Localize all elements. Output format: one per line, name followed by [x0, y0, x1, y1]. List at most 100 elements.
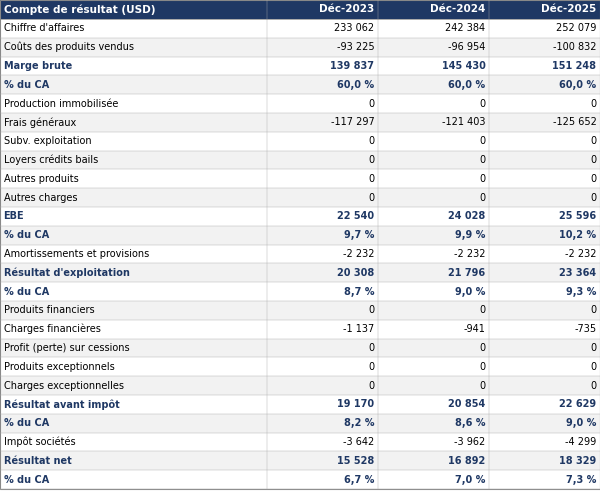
- Text: 8,2 %: 8,2 %: [344, 418, 374, 428]
- FancyBboxPatch shape: [0, 376, 600, 395]
- Text: 0: 0: [479, 343, 485, 353]
- Text: 0: 0: [368, 155, 374, 165]
- Text: -125 652: -125 652: [553, 118, 596, 127]
- Text: 0: 0: [590, 381, 596, 391]
- Text: -1 137: -1 137: [343, 324, 374, 334]
- Text: Compte de résultat (USD): Compte de résultat (USD): [4, 4, 155, 15]
- FancyBboxPatch shape: [0, 188, 600, 207]
- Text: 0: 0: [479, 306, 485, 315]
- FancyBboxPatch shape: [0, 470, 600, 489]
- Text: Déc-2023: Déc-2023: [319, 4, 374, 14]
- Text: 9,7 %: 9,7 %: [344, 230, 374, 240]
- FancyBboxPatch shape: [0, 226, 600, 245]
- Text: 23 364: 23 364: [559, 268, 596, 278]
- Text: 60,0 %: 60,0 %: [559, 80, 596, 90]
- Text: 145 430: 145 430: [442, 61, 485, 71]
- Text: 25 596: 25 596: [559, 212, 596, 221]
- Text: Déc-2024: Déc-2024: [430, 4, 485, 14]
- Text: Résultat net: Résultat net: [4, 456, 71, 466]
- Text: 0: 0: [479, 155, 485, 165]
- Text: 0: 0: [368, 192, 374, 203]
- Text: 0: 0: [368, 381, 374, 391]
- FancyBboxPatch shape: [0, 451, 600, 470]
- Text: -3 642: -3 642: [343, 437, 374, 447]
- Text: 0: 0: [590, 192, 596, 203]
- Text: Frais généraux: Frais généraux: [4, 117, 76, 127]
- Text: 0: 0: [590, 98, 596, 109]
- FancyBboxPatch shape: [0, 75, 600, 94]
- Text: 9,3 %: 9,3 %: [566, 287, 596, 297]
- FancyBboxPatch shape: [0, 414, 600, 432]
- Text: EBE: EBE: [4, 212, 24, 221]
- Text: Déc-2025: Déc-2025: [541, 4, 596, 14]
- Text: 0: 0: [590, 306, 596, 315]
- Text: 0: 0: [368, 98, 374, 109]
- Text: 0: 0: [479, 98, 485, 109]
- Text: 0: 0: [590, 155, 596, 165]
- Text: -100 832: -100 832: [553, 42, 596, 52]
- FancyBboxPatch shape: [0, 57, 600, 75]
- Text: 20 854: 20 854: [448, 400, 485, 409]
- Text: 0: 0: [479, 136, 485, 146]
- Text: 9,0 %: 9,0 %: [566, 418, 596, 428]
- Text: % du CA: % du CA: [4, 475, 49, 485]
- Text: % du CA: % du CA: [4, 80, 49, 90]
- FancyBboxPatch shape: [0, 245, 600, 263]
- Text: 0: 0: [479, 362, 485, 372]
- Text: 0: 0: [368, 306, 374, 315]
- Text: 6,7 %: 6,7 %: [344, 475, 374, 485]
- FancyBboxPatch shape: [0, 19, 600, 38]
- Text: 0: 0: [368, 343, 374, 353]
- Text: Produits exceptionnels: Produits exceptionnels: [4, 362, 115, 372]
- FancyBboxPatch shape: [0, 395, 600, 414]
- Text: 8,7 %: 8,7 %: [344, 287, 374, 297]
- Text: 7,0 %: 7,0 %: [455, 475, 485, 485]
- Text: Autres charges: Autres charges: [4, 192, 77, 203]
- Text: 0: 0: [368, 174, 374, 184]
- Text: -941: -941: [464, 324, 485, 334]
- FancyBboxPatch shape: [0, 301, 600, 320]
- Text: 0: 0: [590, 174, 596, 184]
- Text: Marge brute: Marge brute: [4, 61, 72, 71]
- Text: Résultat avant impôt: Résultat avant impôt: [4, 399, 119, 410]
- FancyBboxPatch shape: [0, 38, 600, 57]
- Text: 10,2 %: 10,2 %: [559, 230, 596, 240]
- Text: 0: 0: [479, 174, 485, 184]
- Text: Charges financières: Charges financières: [4, 324, 100, 335]
- Text: -93 225: -93 225: [337, 42, 374, 52]
- Text: Impôt sociétés: Impôt sociétés: [4, 437, 75, 447]
- FancyBboxPatch shape: [0, 432, 600, 451]
- Text: 22 540: 22 540: [337, 212, 374, 221]
- Text: Amortissements et provisions: Amortissements et provisions: [4, 249, 149, 259]
- Text: Profit (perte) sur cessions: Profit (perte) sur cessions: [4, 343, 129, 353]
- Text: 0: 0: [590, 136, 596, 146]
- Text: 16 892: 16 892: [448, 456, 485, 466]
- FancyBboxPatch shape: [0, 357, 600, 376]
- Text: 0: 0: [479, 192, 485, 203]
- Text: 8,6 %: 8,6 %: [455, 418, 485, 428]
- Text: 9,9 %: 9,9 %: [455, 230, 485, 240]
- Text: 0: 0: [590, 343, 596, 353]
- Text: 15 528: 15 528: [337, 456, 374, 466]
- FancyBboxPatch shape: [0, 113, 600, 132]
- Text: 7,3 %: 7,3 %: [566, 475, 596, 485]
- Text: -121 403: -121 403: [442, 118, 485, 127]
- Text: -2 232: -2 232: [343, 249, 374, 259]
- Text: 21 796: 21 796: [448, 268, 485, 278]
- Text: 9,0 %: 9,0 %: [455, 287, 485, 297]
- Text: 60,0 %: 60,0 %: [448, 80, 485, 90]
- Text: % du CA: % du CA: [4, 287, 49, 297]
- FancyBboxPatch shape: [0, 207, 600, 226]
- Text: -117 297: -117 297: [331, 118, 374, 127]
- Text: Loyers crédits bails: Loyers crédits bails: [4, 155, 98, 165]
- FancyBboxPatch shape: [0, 282, 600, 301]
- Text: Produits financiers: Produits financiers: [4, 306, 94, 315]
- Text: Chiffre d'affaires: Chiffre d'affaires: [4, 24, 84, 33]
- Text: -96 954: -96 954: [448, 42, 485, 52]
- Text: 20 308: 20 308: [337, 268, 374, 278]
- Text: 24 028: 24 028: [448, 212, 485, 221]
- Text: 0: 0: [368, 362, 374, 372]
- Text: 0: 0: [479, 381, 485, 391]
- Text: 18 329: 18 329: [559, 456, 596, 466]
- Text: 252 079: 252 079: [556, 24, 596, 33]
